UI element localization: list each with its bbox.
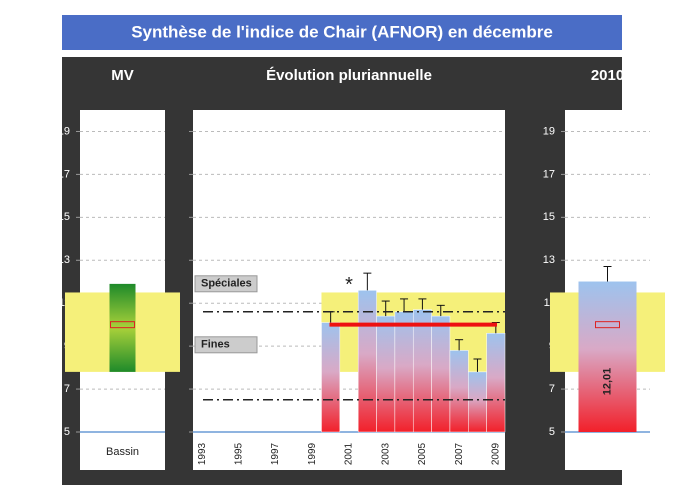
mean-marker [110,321,135,329]
bar [449,350,469,433]
bar [486,333,506,433]
panel-title: Évolution pluriannuelle [266,67,432,84]
panel-title: 2010 [591,67,624,84]
y-tick-label: 15 [543,211,555,223]
bar [376,315,396,433]
y-tick-label: 19 [58,125,70,137]
value-label: 12,01 [601,368,613,396]
title-bar [62,15,622,50]
reference-label-box [194,275,258,293]
bar [394,311,414,433]
x-tick-label: 2005 [417,442,428,465]
bar [412,309,432,433]
y-tick-label: 19 [543,125,555,137]
y-axis-label: Indice de chair (AFNOR) [31,195,46,345]
x-tick-label: 2009 [490,442,501,465]
y-tick-label: 7 [549,383,555,395]
y-tick-label: 13 [58,254,70,266]
x-tick-label: 1999 [307,442,318,465]
y-tick-label: 17 [543,168,555,180]
reference-label: Spéciales [201,278,252,290]
x-tick-label: 2003 [380,442,391,465]
x-tick-label: 2001 [344,442,355,465]
y-tick-label: 13 [543,254,555,266]
bar [321,322,341,433]
mean-marker [595,321,620,329]
reference-label: Fines [201,339,230,351]
page-title: Synthèse de l'indice de Chair (AFNOR) en… [131,22,553,41]
bar [431,315,451,433]
y-tick-label: 7 [64,383,70,395]
x-tick-label: 1993 [197,442,208,465]
y-tick-label: 11 [544,297,555,309]
x-tick-label: 1995 [234,442,245,465]
y-tick-label: 15 [58,211,70,223]
reference-label-box [194,336,258,354]
bar [578,281,637,432]
bar [468,371,487,433]
y-tick-label: 11 [59,297,70,309]
y-tick-label: 5 [64,426,70,438]
x-tick-label: 2007 [454,442,465,465]
x-tick-label: 1997 [270,442,281,465]
y-tick-label: 17 [58,168,70,180]
panel-title: MV [111,67,134,84]
annotation: * [345,274,353,296]
y-tick-label: 5 [549,426,555,438]
x-tick-label: Bassin [106,446,139,458]
